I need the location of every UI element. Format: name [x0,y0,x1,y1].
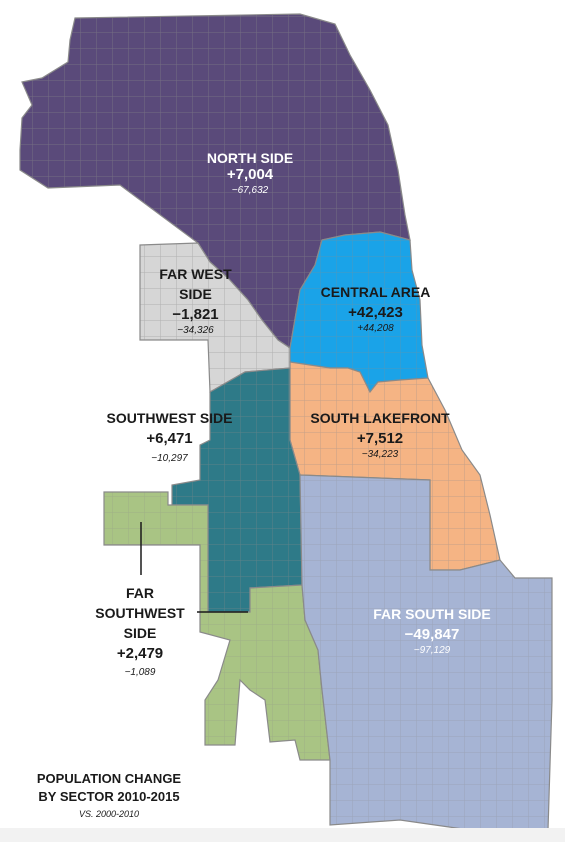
sector-prior-change: −34,223 [361,449,399,461]
sector-change: +7,512 [356,430,404,448]
label-far-west-side: FAR WEST SIDE −1,821 −34,326 [148,266,243,337]
sector-prior-change: −34,326 [177,325,214,337]
sector-prior-change: +44,208 [357,323,394,335]
map-legend: POPULATION CHANGE BY SECTOR 2010-2015 VS… [14,770,204,819]
map-title-line: POPULATION CHANGE [36,771,182,786]
label-far-southwest-side: FAR SOUTHWEST SIDE +2,479 −1,089 [80,585,200,678]
sector-name-line: SIDE [123,625,157,642]
sector-change: +2,479 [116,645,164,663]
sector-name-line: FAR [126,585,154,601]
sector-name: CENTRAL AREA [320,284,431,300]
label-south-lakefront: SOUTH LAKEFRONT +7,512 −34,223 [305,410,455,461]
map-title-line: BY SECTOR 2010-2015 [38,788,180,804]
sector-prior-change: −10,297 [151,453,188,465]
map-title: POPULATION CHANGE BY SECTOR 2010-2015 [14,770,204,805]
label-central-area: CENTRAL AREA +42,423 +44,208 [308,284,443,335]
sector-change: +42,423 [348,304,403,322]
bottom-strip [0,828,565,842]
sector-change: −1,821 [172,306,219,324]
sector-name-line: FAR WEST [159,266,232,282]
sector-name: FAR SOUTH SIDE [373,606,491,622]
sector-change: +6,471 [146,430,193,448]
sector-name: NORTH SIDE [206,150,294,166]
sector-name: SOUTHWEST SIDE [106,410,233,426]
sector-prior-change: −67,632 [231,185,269,197]
sector-change: −49,847 [404,626,460,644]
label-far-south-side: FAR SOUTH SIDE −49,847 −97,129 [362,606,502,657]
label-north-side: NORTH SIDE +7,004 −67,632 [190,150,310,197]
sector-name-line: SIDE [179,286,212,303]
sector-name-line: SOUTHWEST [95,605,185,622]
sector-prior-change: −97,129 [413,645,451,657]
sector-prior-change: −1,089 [124,666,156,678]
sector-name: SOUTH LAKEFRONT [310,410,450,426]
label-southwest-side: SOUTHWEST SIDE +6,471 −10,297 [92,410,247,465]
sector-change: +7,004 [226,166,274,184]
map-subtitle: VS. 2000-2010 [78,809,140,820]
